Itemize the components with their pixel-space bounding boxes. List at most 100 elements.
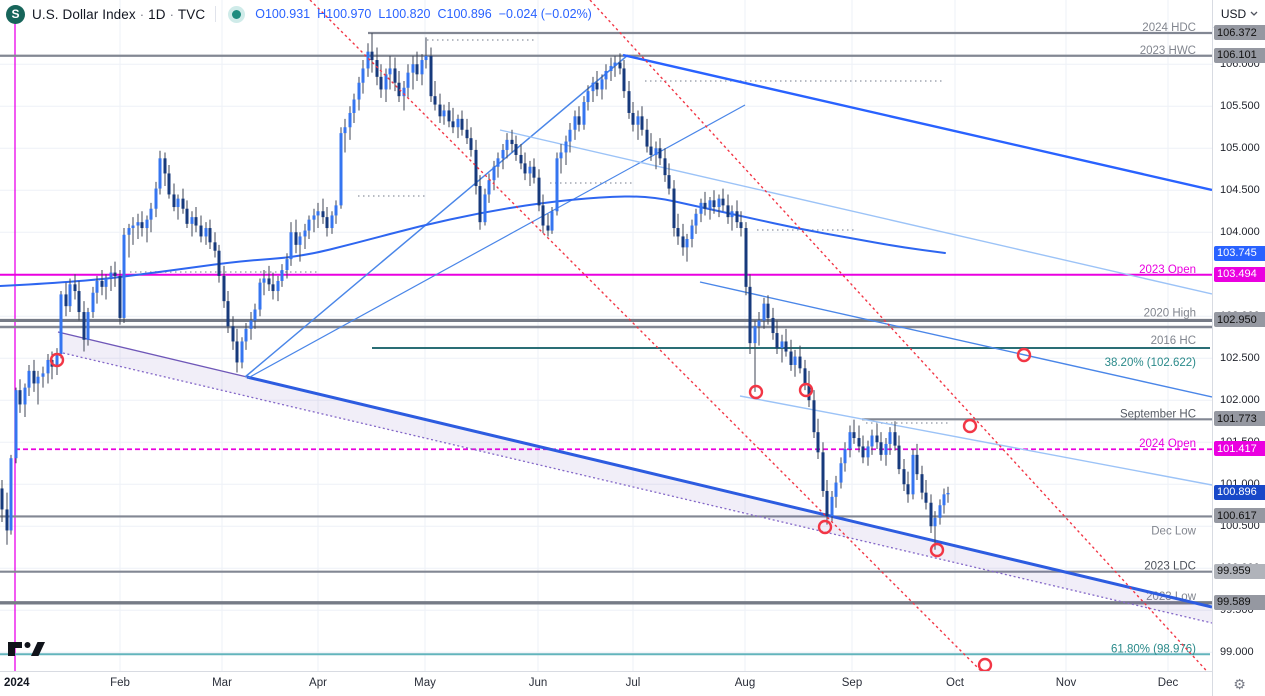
candle (289, 222, 293, 266)
change-value: −0.024 (−0.02%) (498, 7, 592, 21)
key-levels[interactable]: 2024 HDC 2023 HWC 2023 Open 2020 High 2016 H… (0, 22, 1212, 656)
candle (703, 191, 707, 216)
candle (460, 110, 464, 136)
symbol-legend[interactable]: S U.S. Dollar Index · 1D · TVC O100.931 H… (6, 3, 599, 25)
month-label-nov[interactable]: Nov (1055, 677, 1077, 689)
channel-line[interactable] (62, 352, 1212, 624)
level-label: 2016 HC (1151, 335, 1196, 347)
candle (942, 488, 946, 514)
currency-dropdown[interactable]: USD (1213, 0, 1265, 28)
month-label-aug[interactable]: Aug (734, 677, 756, 689)
red-dashed-1[interactable] (589, 0, 1212, 671)
month-label-jun[interactable]: Jun (528, 677, 548, 689)
candle (546, 213, 550, 237)
candle (487, 173, 491, 203)
price-tick: 102.500 (1220, 352, 1260, 365)
candle (379, 64, 383, 98)
red-circle-marker[interactable] (977, 657, 993, 671)
red-dashed-2[interactable] (309, 0, 1006, 671)
candle (172, 183, 176, 212)
candle (658, 138, 662, 166)
low-value: L100.820 (378, 7, 431, 21)
candle (753, 320, 757, 392)
candle (158, 150, 162, 195)
candle (676, 213, 680, 245)
red-dashed-lines[interactable] (309, 0, 1212, 671)
level-label: Dec Low (1151, 525, 1196, 537)
price-tick: 100.500 (1220, 520, 1260, 533)
candle (564, 135, 568, 166)
candle (717, 194, 721, 218)
price-badge: 106.101 (1214, 47, 1265, 63)
light-descender-1[interactable] (499, 129, 1212, 295)
riser-2[interactable] (247, 104, 746, 379)
steel-descender[interactable] (699, 281, 1212, 398)
exchange-label[interactable]: TVC (177, 6, 206, 22)
time-axis[interactable]: 2024 Feb Mar Apr May Jun Jul Aug Sep Oct Nov Dec (0, 671, 1265, 696)
candle (176, 194, 180, 220)
candle (199, 215, 203, 243)
candle (41, 366, 45, 388)
candle (591, 76, 595, 103)
ohlc-values: O100.931 H100.970 L100.820 C100.896 −0.024 (… (255, 7, 599, 21)
close-value: C100.896 (437, 7, 492, 21)
red-circle-marker[interactable] (929, 542, 945, 558)
light-descender-2[interactable] (739, 395, 1212, 486)
candle (140, 211, 144, 237)
candle (685, 233, 689, 262)
month-label-apr[interactable]: Apr (309, 677, 327, 689)
candle (55, 348, 59, 376)
chart-area[interactable]: 2024 HDC 2023 HWC 2023 Open 2020 High 2016 H… (0, 0, 1212, 671)
month-label-may[interactable]: May (414, 677, 436, 689)
candle (848, 425, 852, 458)
market-status-dot-icon[interactable] (232, 9, 242, 19)
red-circle-marker[interactable] (962, 418, 978, 434)
month-label-mar[interactable]: Mar (212, 677, 232, 689)
candle (244, 322, 248, 350)
candle (568, 123, 572, 153)
candle (559, 144, 563, 174)
month-label-sep[interactable]: Sep (841, 677, 863, 689)
red-circle-marker[interactable] (1016, 347, 1032, 363)
month-label-jul[interactable]: Jul (625, 677, 641, 689)
interval-label[interactable]: 1D (148, 6, 166, 22)
circle-markers[interactable] (49, 347, 1032, 671)
axis-settings-gear-icon[interactable]: ⚙ (1233, 675, 1246, 692)
candle (586, 85, 590, 111)
price-tick: 105.500 (1220, 100, 1260, 113)
price-axis[interactable]: USD 106.000 105.500 105.000 104.500 104.000 1… (1212, 0, 1265, 696)
candle (496, 152, 500, 178)
symbol-title[interactable]: U.S. Dollar Index (32, 6, 136, 22)
symbol-logo[interactable]: S (6, 4, 25, 24)
candle (627, 81, 631, 119)
candle (762, 297, 766, 329)
candle (681, 223, 685, 256)
candle (86, 307, 90, 346)
red-circle-marker[interactable] (817, 519, 833, 535)
tradingview-logo-icon[interactable] (7, 640, 53, 663)
candle (208, 219, 212, 250)
red-circle-marker[interactable] (49, 352, 65, 368)
candle (757, 312, 761, 346)
chart-canvas[interactable]: 2024 HDC 2023 HWC 2023 Open 2020 High 2016 H… (0, 0, 1212, 671)
moving-average-line[interactable] (0, 195, 946, 287)
triangle-riser[interactable] (244, 54, 629, 378)
price-tick: 105.000 (1220, 142, 1260, 155)
month-label-dec[interactable]: Dec (1157, 677, 1179, 689)
candle (938, 499, 942, 525)
descending-channel[interactable] (57, 331, 1212, 624)
candle (424, 37, 428, 69)
candle (91, 286, 95, 318)
month-label-oct[interactable]: Oct (946, 677, 964, 689)
month-label-feb[interactable]: Feb (110, 677, 130, 689)
trendlines[interactable] (244, 53, 1212, 486)
candle (352, 93, 356, 124)
red-circle-marker[interactable] (748, 384, 764, 400)
candle (384, 68, 388, 103)
june-descender[interactable] (622, 53, 1212, 192)
candle (415, 51, 419, 82)
candle (357, 76, 361, 111)
candle (708, 196, 712, 220)
red-circle-marker[interactable] (798, 382, 814, 398)
channel-line[interactable] (246, 375, 1212, 609)
